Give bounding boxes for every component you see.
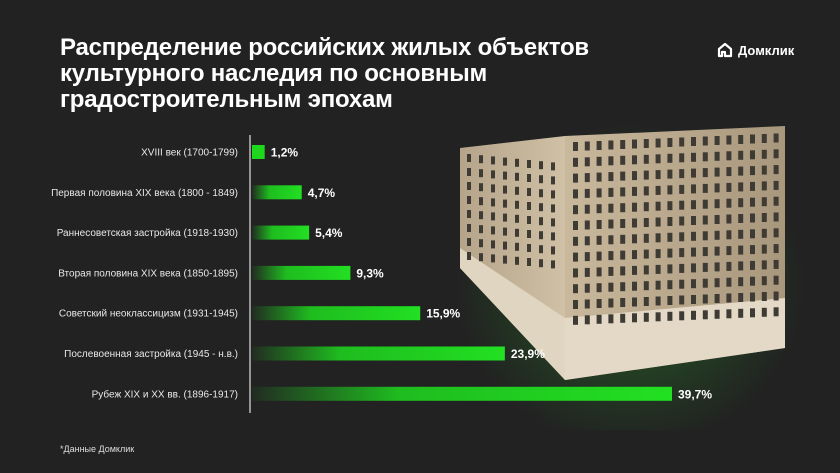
bar [252,225,310,240]
category-label: Советский неоклассицизм (1931-1945) [59,309,238,320]
house-logo-icon [717,42,733,58]
data-label: 5,4% [315,226,343,240]
category-label: Вторая половина XIX века (1850-1895) [58,268,238,279]
data-label: 39,7% [678,387,712,401]
bar [252,265,351,280]
domclick-logo: Домклик [717,42,794,58]
title-line: Распределение российских жилых объектов [60,34,589,61]
logo-text: Домклик [738,42,795,58]
data-label: 1,2% [271,146,299,160]
title-line: культурного наследия по основным [60,60,488,87]
bar [252,346,505,361]
footnote: *Данные Домклик [60,444,135,454]
category-label: Первая половина XIX века (1800 - 1849) [51,188,238,199]
bar [252,185,302,200]
category-label: Послевоенная застройка (1945 - н.в.) [64,349,238,360]
category-label: Рубеж XIX и XX вв. (1896-1917) [92,388,238,400]
category-label: XVIII век (1700-1799) [141,148,238,159]
bar [252,306,421,321]
building-illustration [460,126,785,380]
category-label: Раннесоветская застройка (1918-1930) [57,228,238,239]
page-title: Распределение российских жилых объектов … [60,35,589,113]
data-label: 15,9% [426,307,460,321]
bar [252,386,672,401]
data-label: 9,3% [356,266,384,280]
title-line: градостроительным эпохам [60,86,393,113]
data-label: 23,9% [511,347,545,361]
data-label: 4,7% [308,186,336,200]
bar [252,145,265,159]
